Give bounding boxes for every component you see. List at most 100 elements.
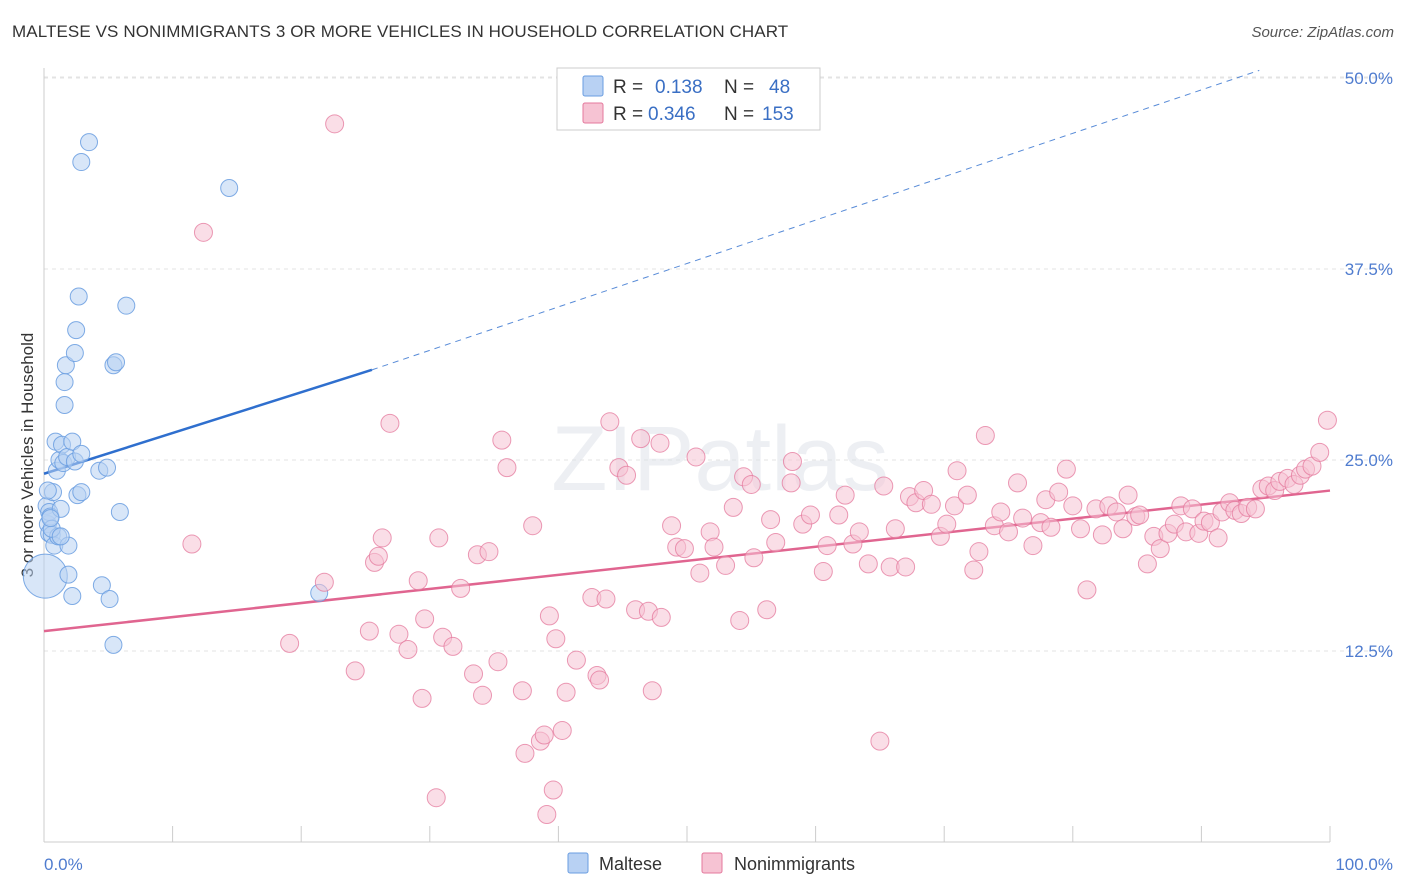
nonimmigrant-point (412, 688, 432, 708)
nonimmigrant-point (1041, 517, 1061, 537)
maltese-point (56, 356, 75, 375)
maltese-point (80, 133, 99, 152)
nonimmigrant-point (389, 624, 409, 644)
nonimmigrant-point (944, 496, 964, 516)
nonimmigrant-point (686, 447, 706, 467)
nonimmigrant-point (896, 557, 916, 577)
nonimmigrant-point (408, 571, 428, 591)
nonimmigrant-point (537, 804, 557, 824)
nonimmigrant-point (590, 670, 610, 690)
maltese-point (72, 153, 91, 172)
nonimmigrant-point (829, 505, 849, 525)
nonimmigrant-point (443, 636, 463, 656)
nonimmigrant-point (1077, 580, 1097, 600)
maltese-point (72, 483, 91, 502)
legend-n-value-1: 48 (769, 77, 790, 98)
maltese-series-swatch (567, 852, 589, 874)
maltese-point (110, 502, 129, 521)
chart-title: MALTESE VS NONIMMIGRANTS 3 OR MORE VEHIC… (12, 22, 789, 41)
source-label: Source: ZipAtlas.com (1251, 24, 1394, 41)
nonimmigrant-point (761, 510, 781, 530)
nonimmigrant-point (766, 533, 786, 553)
legend-r-label-1: R = (613, 77, 643, 98)
nonimmigrant-point (744, 548, 764, 568)
nonimmigrant-point (723, 497, 743, 517)
nonimmigrant-point (398, 639, 418, 659)
maltese-point (117, 296, 136, 315)
tick-labels: 12.5% 25.0% 37.5% 50.0% 0.0% 100.0% (44, 69, 1393, 874)
maltese-point (55, 373, 74, 392)
maltese-point (63, 586, 82, 605)
stats-legend: R = 0.138 N = 48 R = 0.346 N = 153 (556, 67, 821, 131)
nonimmigrant-point (515, 743, 535, 763)
nonimmigrant-point (1013, 508, 1033, 528)
maltese-point (107, 353, 126, 372)
nonimmigrant-point (464, 664, 484, 684)
maltese-trend-extension (371, 69, 1260, 371)
nonimmigrant-point (372, 528, 392, 548)
maltese-series-label: Maltese (599, 854, 662, 874)
nonimmigrant-point (546, 629, 566, 649)
nonimmigrant-point (345, 661, 365, 681)
nonimmigrant-point (1137, 554, 1157, 574)
nonimmigrant-point (523, 516, 543, 536)
nonimmigrant-point (937, 514, 957, 534)
nonimmigrant-point (730, 610, 750, 630)
nonimmigrant-point (543, 780, 563, 800)
nonimmigrant-point (1023, 536, 1043, 556)
nonimmigrant-point (835, 485, 855, 505)
nonimmigrant-point (921, 494, 941, 514)
nonimmigrant-point (849, 522, 869, 542)
nonimmigrant-point (473, 685, 493, 705)
maltese-legend-swatch (582, 75, 604, 97)
nonimmigrant-point (566, 650, 586, 670)
nonimmigrant-point (781, 473, 801, 493)
maltese-point (104, 635, 123, 654)
nonimmigrant-point (512, 681, 532, 701)
nonimmigrant-point (870, 731, 890, 751)
nonimmigrant-point (741, 474, 761, 494)
legend-r-value-1: 0.138 (655, 77, 703, 98)
nonimmigrants-legend-swatch (582, 102, 604, 124)
nonimmigrant-point (325, 114, 345, 134)
nonimmigrant-point (662, 516, 682, 536)
nonimmigrant-point (800, 505, 820, 525)
maltese-point (69, 287, 88, 306)
nonimmigrant-point (704, 537, 724, 557)
x-tick-label: 100.0% (1335, 855, 1393, 874)
legend-r-value-2: 0.346 (648, 104, 696, 125)
nonimmigrant-point (1113, 519, 1133, 539)
nonimmigrant-point (556, 682, 576, 702)
legend-n-value-2: 153 (762, 104, 794, 125)
nonimmigrant-point (497, 458, 517, 478)
maltese-point (63, 432, 82, 451)
maltese-point (220, 179, 239, 198)
maltese-point (55, 395, 74, 414)
nonimmigrant-point (488, 652, 508, 672)
nonimmigrant-point (690, 563, 710, 583)
nonimmigrant-point (757, 600, 777, 620)
nonimmigrant-point (552, 720, 572, 740)
nonimmigrant-point (885, 519, 905, 539)
nonimmigrant-point (1056, 459, 1076, 479)
nonimmigrant-point (1182, 499, 1202, 519)
nonimmigrant-point (858, 554, 878, 574)
nonimmigrant-point (642, 681, 662, 701)
nonimmigrant-point (957, 485, 977, 505)
nonimmigrant-point (596, 589, 616, 609)
nonimmigrant-point (969, 542, 989, 562)
nonimmigrant-point (782, 452, 802, 472)
nonimmigrant-point (314, 572, 334, 592)
nonimmigrant-point (1118, 485, 1138, 505)
y-tick-label: 37.5% (1345, 260, 1393, 279)
nonimmigrant-points (182, 114, 1337, 824)
nonimmigrant-point (947, 461, 967, 481)
nonimmigrant-point (1150, 539, 1170, 559)
y-tick-label: 50.0% (1345, 69, 1393, 88)
nonimmigrant-point (975, 426, 995, 446)
nonimmigrant-point (1245, 499, 1265, 519)
nonimmigrant-point (359, 621, 379, 641)
nonimmigrant-point (817, 536, 837, 556)
nonimmigrant-point (964, 560, 984, 580)
